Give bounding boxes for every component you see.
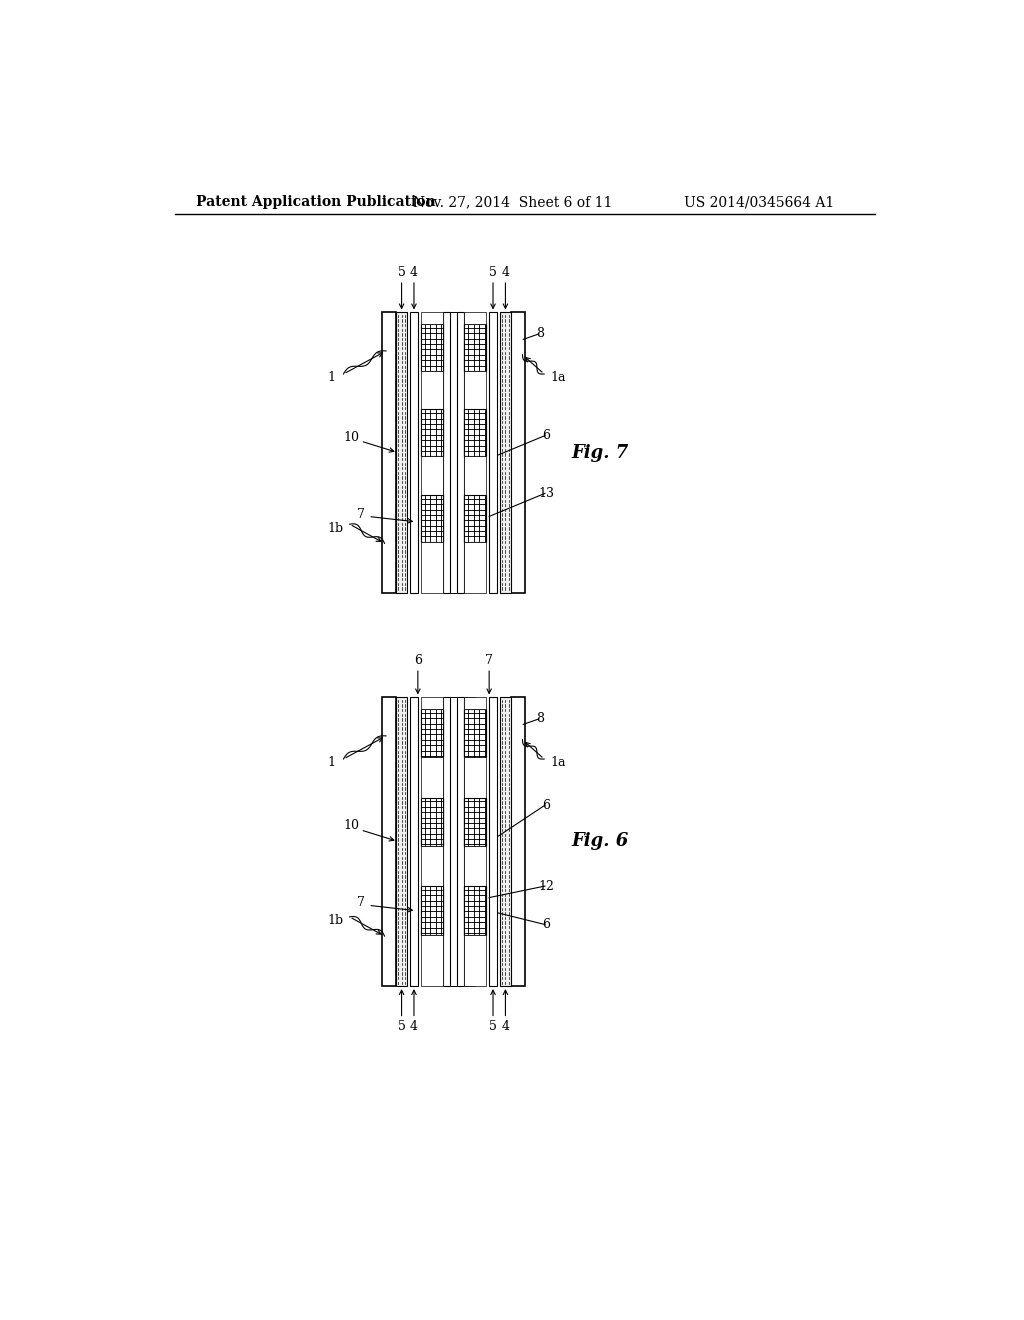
Bar — [464, 697, 486, 709]
Bar — [457, 313, 464, 594]
Bar — [464, 495, 486, 543]
Text: 8: 8 — [537, 713, 545, 726]
Text: 1a: 1a — [550, 756, 566, 770]
Bar — [457, 697, 464, 986]
Text: 1b: 1b — [328, 521, 344, 535]
Bar — [421, 323, 442, 371]
Text: 4: 4 — [410, 265, 418, 279]
Text: US 2014/0345664 A1: US 2014/0345664 A1 — [684, 195, 835, 210]
Bar — [442, 697, 451, 986]
Text: 12: 12 — [539, 879, 554, 892]
Text: 5: 5 — [489, 265, 497, 279]
Bar — [489, 313, 497, 594]
Bar — [451, 313, 457, 594]
Bar — [464, 457, 486, 495]
Bar — [500, 697, 511, 986]
Bar — [464, 409, 486, 457]
Bar — [464, 709, 486, 758]
Bar — [421, 371, 442, 409]
Text: 4: 4 — [410, 1019, 418, 1032]
Text: 6: 6 — [543, 799, 551, 812]
Bar — [410, 313, 418, 594]
Bar — [442, 313, 451, 594]
Text: Fig. 6: Fig. 6 — [571, 833, 629, 850]
Text: Fig. 7: Fig. 7 — [571, 444, 629, 462]
Text: 6: 6 — [543, 429, 551, 442]
Bar — [464, 409, 486, 457]
Text: 7: 7 — [356, 508, 365, 520]
Bar — [464, 495, 486, 543]
Text: 1b: 1b — [328, 915, 344, 927]
Text: 6: 6 — [414, 653, 422, 667]
Text: 4: 4 — [502, 265, 509, 279]
Text: 10: 10 — [343, 430, 359, 444]
Bar — [421, 758, 442, 797]
Bar — [421, 457, 442, 495]
Bar — [421, 697, 442, 709]
Text: 1a: 1a — [550, 371, 566, 384]
Text: 5: 5 — [397, 1019, 406, 1032]
Bar — [464, 371, 486, 409]
Bar — [421, 886, 442, 935]
Bar — [421, 409, 442, 457]
Text: 1: 1 — [328, 371, 336, 384]
Text: 4: 4 — [502, 1019, 509, 1032]
Text: 7: 7 — [356, 896, 365, 909]
Text: 10: 10 — [343, 820, 359, 833]
Bar — [421, 935, 442, 986]
Text: Patent Application Publication: Patent Application Publication — [197, 195, 436, 210]
Bar — [464, 797, 486, 846]
Bar — [382, 313, 396, 594]
Text: 6: 6 — [543, 917, 551, 931]
Bar — [464, 323, 486, 371]
Bar — [451, 697, 475, 986]
Bar — [464, 758, 486, 797]
Text: 1: 1 — [328, 756, 336, 770]
Bar — [464, 935, 486, 986]
Bar — [500, 313, 511, 594]
Text: Nov. 27, 2014  Sheet 6 of 11: Nov. 27, 2014 Sheet 6 of 11 — [414, 195, 612, 210]
Bar — [511, 313, 525, 594]
Bar — [464, 886, 486, 935]
Bar — [421, 709, 442, 758]
Bar — [511, 697, 525, 986]
Bar — [396, 313, 407, 594]
Bar — [421, 323, 442, 371]
Bar — [464, 797, 486, 846]
Bar — [421, 797, 442, 846]
Bar — [464, 313, 486, 323]
Bar — [489, 697, 497, 986]
Bar — [421, 797, 442, 846]
Bar — [464, 886, 486, 935]
Text: 13: 13 — [539, 487, 555, 500]
Bar — [464, 709, 486, 758]
Text: 7: 7 — [485, 653, 494, 667]
Bar — [396, 697, 407, 986]
Bar — [421, 495, 442, 543]
Bar — [464, 323, 486, 371]
Bar — [410, 697, 418, 986]
Bar — [421, 541, 442, 594]
Bar — [421, 409, 442, 457]
Bar — [382, 697, 396, 986]
Text: 5: 5 — [489, 1019, 497, 1032]
Bar — [421, 495, 442, 543]
Bar — [421, 313, 442, 323]
Bar — [464, 541, 486, 594]
Bar — [421, 709, 442, 758]
Bar — [421, 846, 442, 886]
Text: 5: 5 — [397, 265, 406, 279]
Bar — [421, 886, 442, 935]
Text: 8: 8 — [537, 327, 545, 341]
Bar — [464, 846, 486, 886]
